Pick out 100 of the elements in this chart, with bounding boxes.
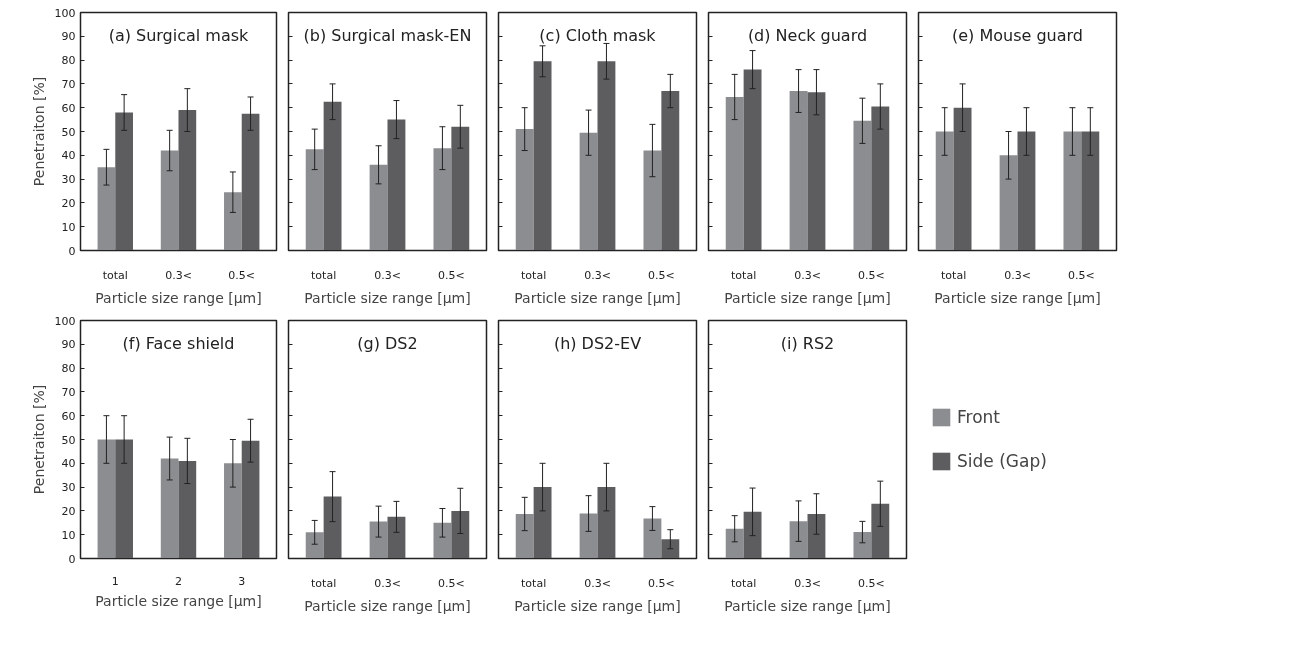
x-tick-label: 0.5< (648, 268, 675, 282)
legend-label: Front (957, 407, 1000, 427)
y-tick-label: 50 (61, 125, 76, 139)
x-tick-label: 0.3< (374, 268, 401, 282)
text: (d) Neck guard (747, 25, 868, 45)
y-tick-label: 60 (61, 101, 76, 115)
bar (743, 511, 762, 559)
bar (178, 110, 197, 251)
legend-label: Side (Gap) (957, 451, 1047, 471)
x-axis-title: Particle size range [μm] (724, 597, 891, 614)
y-tick-label: 80 (61, 54, 76, 68)
y-tick-label: 30 (61, 173, 76, 187)
x-axis-title: Particle size range [μm] (724, 289, 891, 306)
y-tick-label: 0 (68, 552, 76, 566)
bar (224, 463, 242, 559)
bar (725, 528, 744, 559)
bar (433, 522, 452, 559)
bar (115, 439, 133, 559)
x-tick-label: 2 (175, 574, 182, 588)
x-tick-label: 3 (238, 574, 246, 588)
bar (515, 129, 534, 251)
bar (323, 496, 342, 559)
x-tick-label: total (731, 576, 757, 590)
bar (725, 96, 744, 251)
x-tick-label: total (521, 576, 547, 590)
bar (643, 150, 662, 251)
y-tick-label: 90 (61, 338, 76, 352)
bar (853, 120, 872, 251)
text: (a) Surgical mask (108, 25, 250, 45)
y-tick-label: 20 (61, 196, 76, 210)
bar (853, 532, 872, 559)
y-tick-label: 40 (61, 457, 76, 471)
x-axis-title: Particle size range [μm] (934, 289, 1101, 306)
y-tick-label: 70 (61, 77, 76, 91)
x-tick-label: total (521, 268, 547, 282)
y-tick-label: 100 (54, 314, 76, 328)
bar (789, 91, 808, 251)
bar (241, 113, 260, 251)
x-axis-title: Particle size range [μm] (514, 597, 681, 614)
bar (451, 126, 470, 251)
bar (871, 503, 890, 559)
bar (97, 439, 116, 559)
text: (c) Cloth mask (539, 25, 657, 45)
bar (369, 521, 388, 559)
y-tick-label: 80 (61, 362, 76, 376)
x-tick-label: 0.5< (648, 576, 675, 590)
text: (h) DS2-EV (553, 333, 642, 353)
y-tick-label: 40 (61, 149, 76, 163)
x-tick-label: total (311, 576, 337, 590)
y-tick-label: 60 (61, 409, 76, 423)
x-tick-label: 0.5< (858, 576, 885, 590)
bar (807, 513, 826, 559)
bar (743, 69, 762, 251)
x-tick-label: 0.5< (1068, 268, 1095, 282)
bar (533, 487, 552, 559)
x-axis-title: Particle size range [μm] (304, 289, 471, 306)
bar (661, 91, 680, 251)
bar (579, 132, 598, 251)
bar (643, 518, 662, 559)
bar (789, 521, 808, 559)
x-axis-title: Particle size range [μm] (514, 289, 681, 306)
text: (f) Face shield (122, 333, 235, 353)
bar (871, 106, 890, 251)
bar (515, 513, 534, 559)
x-tick-label: 0.5< (858, 268, 885, 282)
x-tick-label: total (102, 268, 128, 282)
bar (387, 119, 406, 251)
x-tick-label: 0.3< (165, 268, 192, 282)
bar (597, 487, 616, 559)
text: (e) Mouse guard (952, 25, 1083, 45)
y-tick-label: 10 (61, 220, 76, 234)
bar (160, 150, 179, 251)
text: (b) Surgical mask-EN (303, 25, 472, 45)
x-tick-label: 0.3< (374, 576, 401, 590)
y-tick-label: 30 (61, 481, 76, 495)
bar (224, 192, 242, 251)
x-axis-title: Particle size range [μm] (304, 597, 471, 614)
text: (i) RS2 (780, 333, 835, 353)
y-tick-label: 10 (61, 528, 76, 542)
bar (160, 458, 179, 559)
bar (97, 167, 116, 251)
x-tick-label: 0.3< (584, 576, 611, 590)
bar (807, 92, 826, 251)
bar (533, 61, 552, 251)
bar (115, 112, 133, 251)
x-tick-label: 0.3< (794, 576, 821, 590)
y-tick-label: 100 (54, 6, 76, 20)
text: (g) DS2 (357, 333, 418, 353)
x-tick-label: 0.5< (438, 576, 465, 590)
bar (387, 516, 406, 559)
y-tick-label: 70 (61, 385, 76, 399)
x-tick-label: total (731, 268, 757, 282)
bar (178, 460, 197, 559)
x-tick-label: 0.5< (228, 268, 256, 282)
x-tick-label: total (941, 268, 967, 282)
y-axis-title: Penetraiton [%] (30, 76, 47, 187)
bar (369, 164, 388, 251)
bar (241, 440, 260, 559)
bar (323, 101, 342, 251)
bar (305, 149, 324, 251)
